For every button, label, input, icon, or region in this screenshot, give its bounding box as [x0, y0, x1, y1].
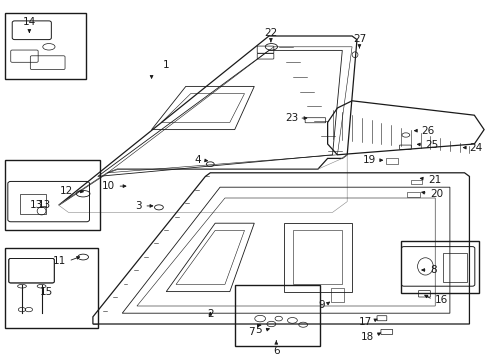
Text: 24: 24: [468, 143, 482, 153]
Bar: [385, 158, 397, 164]
Text: 11: 11: [53, 256, 66, 266]
Bar: [234, 285, 320, 346]
Text: 6: 6: [272, 346, 279, 356]
Bar: [410, 180, 421, 184]
Text: 7: 7: [247, 327, 254, 337]
Text: 1: 1: [163, 60, 169, 70]
Text: 3: 3: [135, 201, 142, 211]
Text: 26: 26: [421, 126, 434, 136]
Text: 12: 12: [60, 186, 73, 196]
Text: 25: 25: [425, 140, 438, 150]
Bar: [400, 241, 478, 293]
Text: 2: 2: [206, 309, 213, 319]
Text: 16: 16: [434, 294, 447, 305]
Text: 8: 8: [429, 265, 436, 275]
Text: 4: 4: [194, 155, 201, 165]
Bar: [442, 253, 466, 282]
Text: 23: 23: [285, 113, 298, 123]
Bar: [330, 288, 344, 302]
Text: 5: 5: [254, 325, 261, 336]
Bar: [407, 192, 419, 197]
Text: 27: 27: [352, 34, 366, 44]
Text: 14: 14: [22, 17, 36, 27]
Text: 10: 10: [102, 181, 115, 191]
Bar: [5, 248, 98, 328]
Text: 15: 15: [40, 287, 53, 297]
Text: 9: 9: [318, 300, 325, 310]
Bar: [5, 13, 85, 79]
Bar: [5, 160, 100, 230]
Text: 22: 22: [264, 28, 277, 38]
Text: 20: 20: [429, 189, 443, 199]
Text: 18: 18: [360, 332, 373, 342]
Bar: [20, 194, 46, 214]
Text: 13: 13: [38, 200, 51, 210]
Text: 21: 21: [427, 175, 440, 185]
Text: 17: 17: [358, 317, 371, 327]
Text: 19: 19: [363, 155, 376, 165]
Text: 13: 13: [30, 199, 43, 210]
